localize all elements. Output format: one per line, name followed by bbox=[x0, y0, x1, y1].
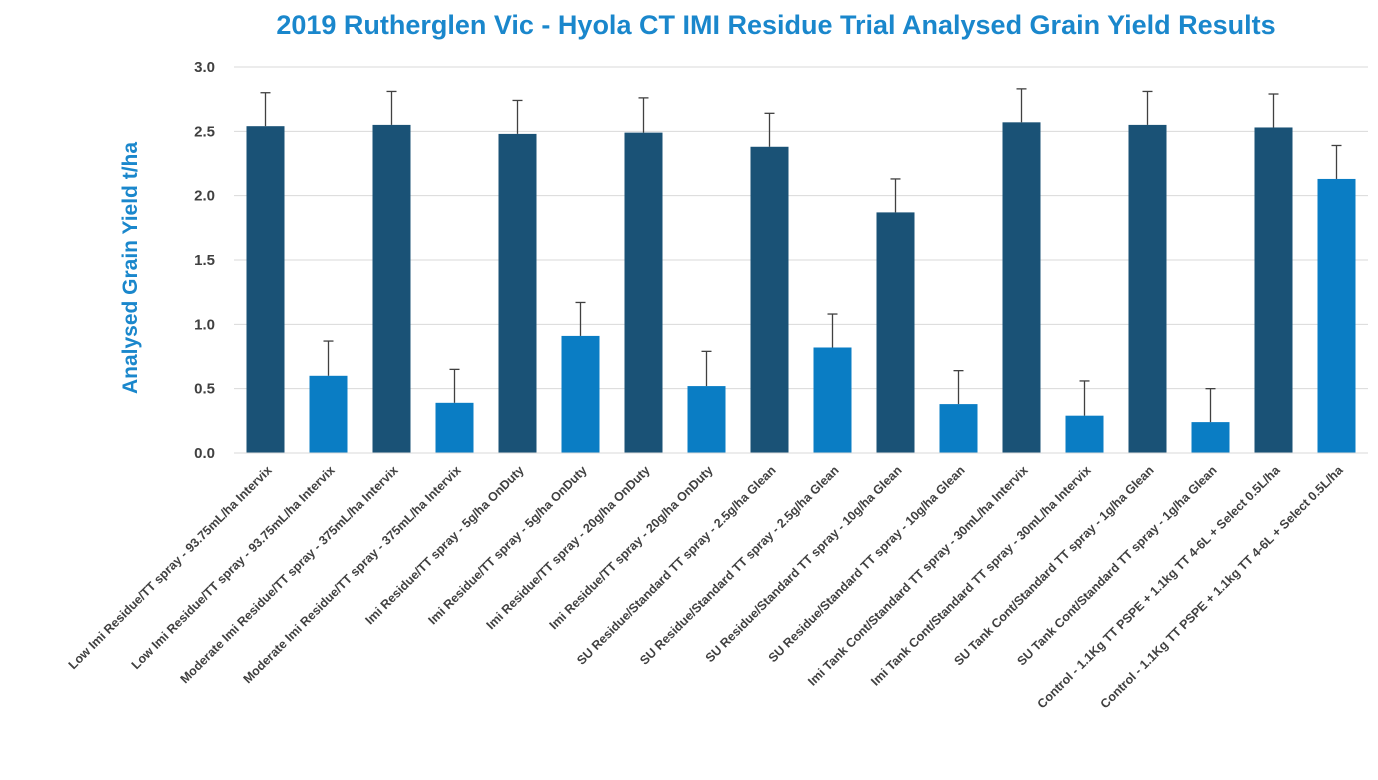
bar bbox=[1002, 122, 1041, 454]
gridlines bbox=[234, 66, 1368, 390]
bar bbox=[498, 133, 537, 453]
y-tick-label: 2.5 bbox=[194, 123, 215, 140]
x-tick-label: Moderate Imi Residue/TT spray - 375mL/ha… bbox=[241, 463, 464, 686]
y-tick-label: 1.0 bbox=[194, 316, 215, 333]
bar bbox=[687, 386, 726, 453]
bar bbox=[1128, 124, 1167, 454]
bar bbox=[1065, 415, 1104, 453]
bar bbox=[435, 402, 474, 453]
bar bbox=[813, 347, 852, 453]
bar bbox=[372, 124, 411, 454]
bar bbox=[246, 126, 285, 453]
bar bbox=[1254, 127, 1293, 454]
y-tick-label: 0.5 bbox=[194, 381, 215, 398]
y-axis-ticks: 0.0 0.5 1.0 1.5 2.0 2.5 3.0 bbox=[194, 59, 215, 462]
x-tick-label: Moderate Imi Residue/TT spray - 375mL/ha… bbox=[178, 463, 401, 686]
chart-title: 2019 Rutherglen Vic - Hyola CT IMI Resid… bbox=[276, 10, 1275, 40]
bar bbox=[750, 146, 789, 454]
x-tick-label: Control - 1.1Kg TT PSPE + 1.1kg TT 4-6L … bbox=[1098, 462, 1347, 711]
error-bars bbox=[260, 88, 1342, 423]
y-tick-label: 1.5 bbox=[194, 252, 215, 269]
bar bbox=[309, 375, 348, 453]
bar bbox=[561, 335, 600, 453]
bar bbox=[876, 212, 915, 453]
y-tick-label: 0.0 bbox=[194, 445, 215, 462]
x-tick-label: Control - 1.1Kg TT PSPE + 1.1kg TT 4-6L … bbox=[1035, 462, 1284, 711]
x-axis-ticks: Low Imi Residue/TT spray - 93.75mL/ha In… bbox=[66, 462, 1347, 711]
y-tick-label: 2.0 bbox=[194, 188, 215, 205]
y-tick-label: 3.0 bbox=[194, 59, 215, 76]
bar bbox=[939, 404, 978, 453]
bar bbox=[1191, 422, 1230, 453]
x-tick-label: Low Imi Residue/TT spray - 93.75mL/ha In… bbox=[66, 463, 275, 672]
bar bbox=[1317, 178, 1356, 453]
y-axis-label: Analysed Grain Yield t/ha bbox=[119, 142, 142, 394]
bars bbox=[246, 122, 1356, 454]
x-tick-label: Imi Tank Cont/Standard TT spray - 30mL/h… bbox=[868, 463, 1093, 688]
x-tick-label: Imi Tank Cont/Standard TT spray - 30mL/h… bbox=[805, 463, 1030, 688]
bar bbox=[624, 132, 663, 453]
